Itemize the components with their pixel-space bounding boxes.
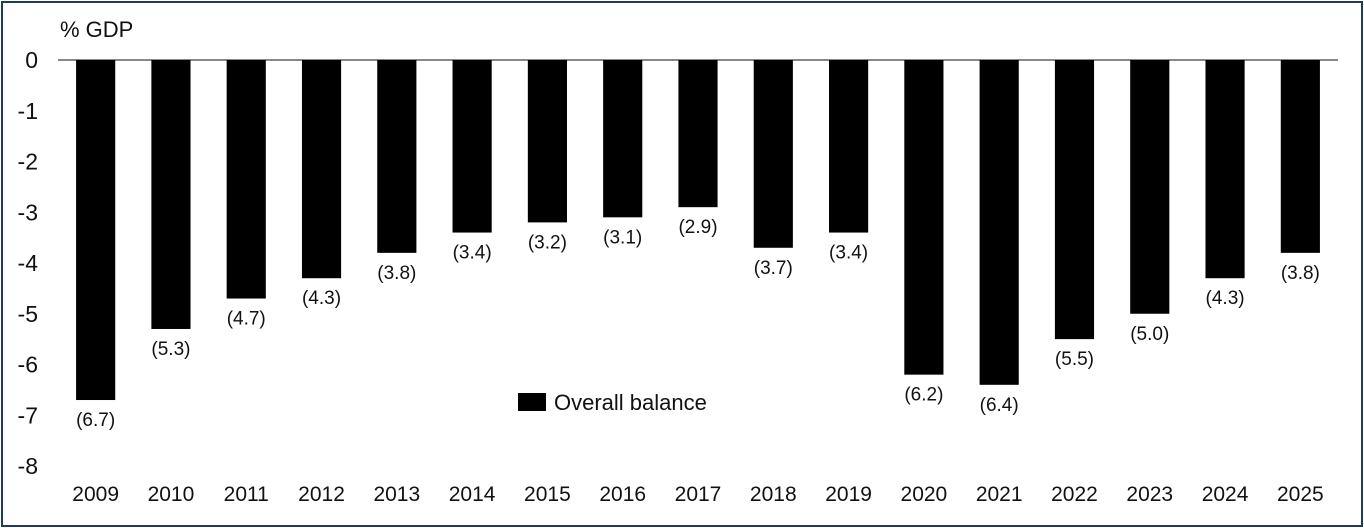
legend: Overall balance — [518, 390, 707, 415]
bar-2020 — [904, 60, 944, 375]
y-axis-ticks: 0 -1 -2 -3 -4 -5 -6 -7 -8 — [18, 47, 39, 479]
x-tick-label-2013: 2013 — [373, 483, 420, 506]
bar-2023 — [1130, 60, 1170, 314]
x-tick-label-2020: 2020 — [901, 483, 948, 506]
bar-2025 — [1280, 60, 1320, 253]
bar-2014 — [452, 60, 492, 233]
y-tick-label: -8 — [18, 453, 38, 479]
bar-2016 — [603, 60, 643, 218]
bar-2018 — [753, 60, 793, 248]
data-label-2021: (6.4) — [980, 395, 1019, 416]
bar-2011 — [226, 60, 266, 299]
legend-swatch-overall-balance — [518, 393, 546, 411]
data-label-2016: (3.1) — [603, 227, 642, 248]
y-axis-label: % GDP — [60, 17, 133, 42]
data-label-2024: (4.3) — [1206, 288, 1245, 309]
x-tick-label-2011: 2011 — [224, 483, 269, 506]
bar-2017 — [678, 60, 718, 208]
bar-2024 — [1205, 60, 1245, 279]
x-tick-label-2016: 2016 — [599, 483, 646, 506]
x-tick-label-2017: 2017 — [675, 483, 722, 506]
bar-2012 — [301, 60, 342, 279]
x-tick-label-2015: 2015 — [524, 483, 571, 506]
x-tick-label-2024: 2024 — [1202, 483, 1249, 506]
x-tick-label-2025: 2025 — [1277, 483, 1324, 506]
data-label-2010: (5.3) — [151, 339, 190, 360]
y-tick-label: 0 — [25, 47, 38, 73]
x-tick-label-2012: 2012 — [298, 483, 345, 506]
data-label-2009: (6.7) — [76, 410, 115, 431]
x-tick-label-2014: 2014 — [449, 483, 496, 506]
bar-2021 — [979, 60, 1019, 385]
data-label-2020: (6.2) — [904, 385, 943, 406]
data-label-2013: (3.8) — [377, 263, 416, 284]
x-tick-label-2021: 2021 — [976, 483, 1023, 506]
data-labels: (6.7) (5.3) (4.7) (4.3) (3.8) (3.4) (3.2) (3.1)… — [76, 217, 1320, 431]
data-label-2023: (5.0) — [1130, 324, 1169, 345]
bar-2010 — [151, 60, 191, 329]
bar-2015 — [527, 60, 567, 223]
x-tick-label-2019: 2019 — [825, 483, 872, 506]
y-tick-label: -4 — [18, 250, 39, 276]
y-tick-label: -6 — [18, 352, 38, 378]
y-tick-label: -7 — [18, 402, 38, 428]
y-tick-label: -1 — [18, 98, 38, 124]
bar-2009 — [76, 60, 116, 401]
x-tick-label-2023: 2023 — [1126, 483, 1173, 506]
y-tick-label: -5 — [18, 301, 38, 327]
data-label-2017: (2.9) — [678, 217, 717, 238]
bar-2019 — [829, 60, 869, 233]
x-tick-label-2022: 2022 — [1051, 483, 1098, 506]
y-tick-label: -3 — [18, 199, 38, 225]
bar-series — [76, 60, 1320, 401]
x-tick-label-2018: 2018 — [750, 483, 797, 506]
data-label-2022: (5.5) — [1055, 349, 1094, 370]
data-label-2018: (3.7) — [754, 258, 793, 279]
data-label-2012: (4.3) — [302, 288, 341, 309]
x-tick-label-2010: 2010 — [148, 483, 195, 506]
data-label-2025: (3.8) — [1281, 263, 1320, 284]
legend-label-overall-balance: Overall balance — [554, 390, 707, 415]
bar-2013 — [377, 60, 417, 253]
data-label-2011: (4.7) — [227, 309, 266, 330]
data-label-2014: (3.4) — [453, 243, 492, 264]
bar-2022 — [1054, 60, 1095, 340]
data-label-2019: (3.4) — [829, 243, 868, 264]
y-tick-label: -2 — [18, 149, 38, 175]
x-axis-ticks: 2009 2010 2011 2012 2013 2014 2015 2016 2017 2018… — [72, 483, 1323, 506]
data-label-2015: (3.2) — [528, 232, 567, 253]
x-tick-label-2009: 2009 — [72, 483, 119, 506]
